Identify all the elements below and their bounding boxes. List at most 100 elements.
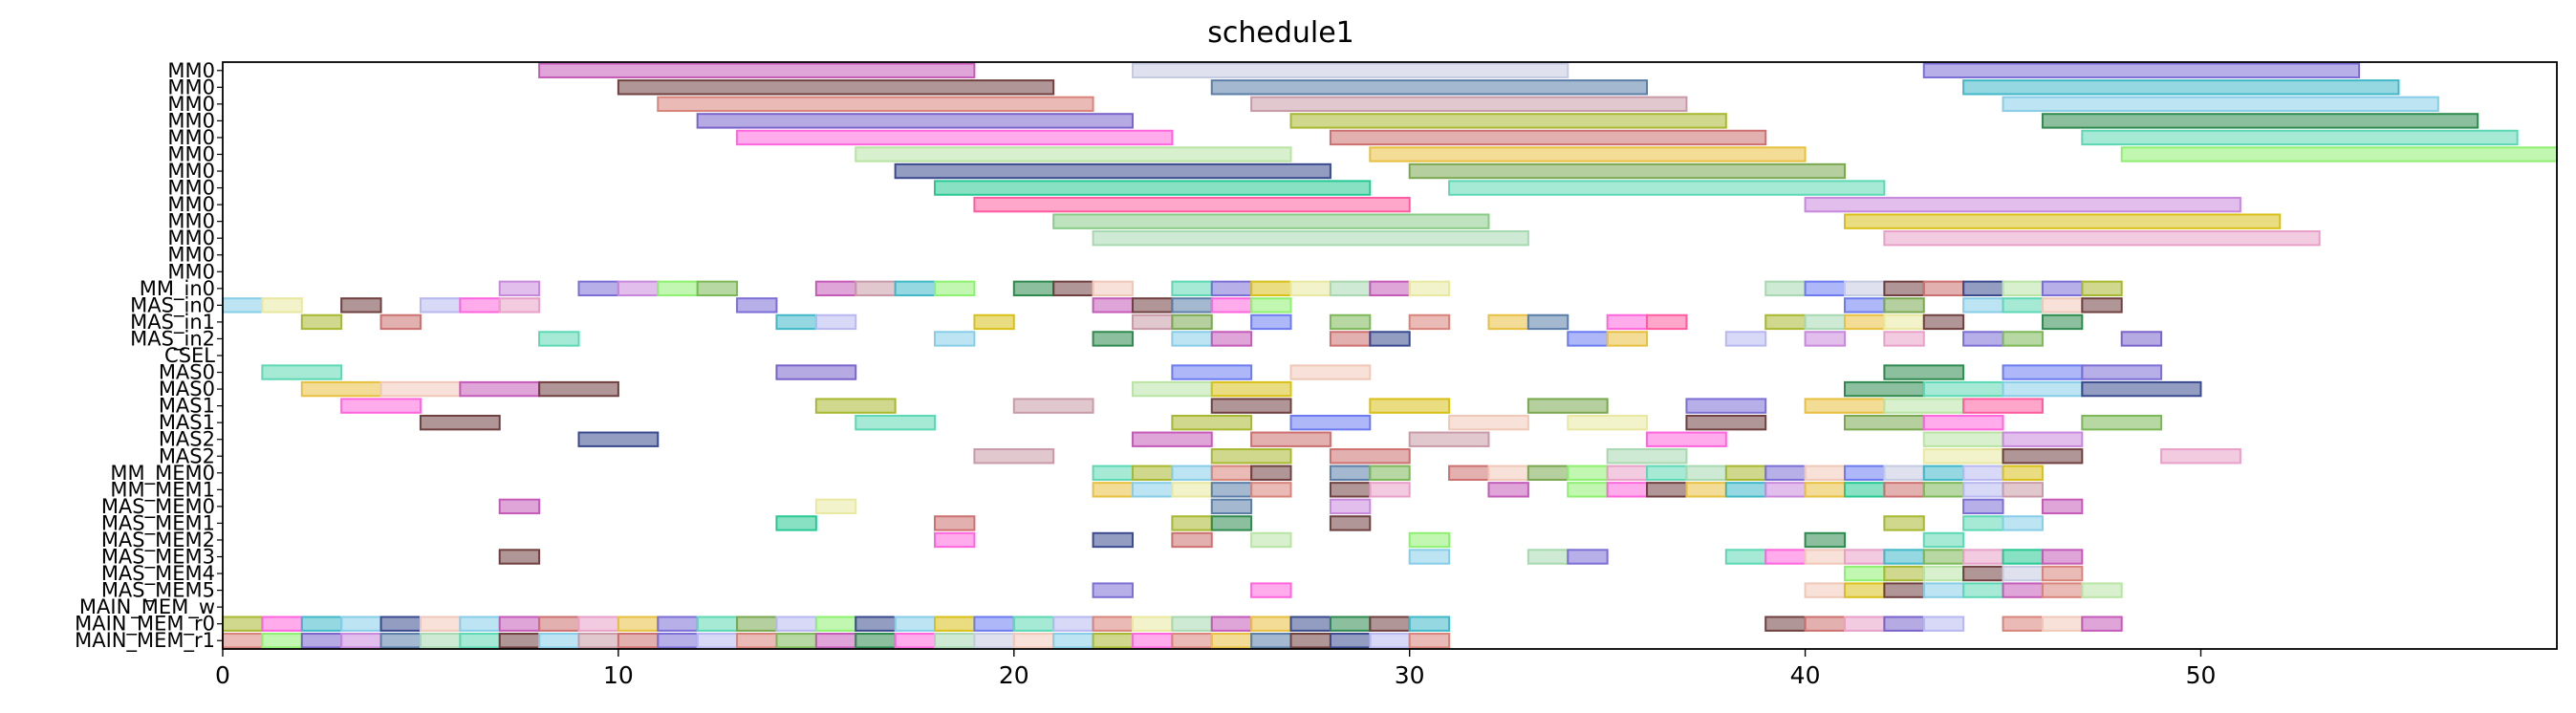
schedule-bar bbox=[261, 297, 303, 313]
schedule-bar bbox=[577, 633, 619, 649]
schedule-bar bbox=[1764, 465, 1807, 481]
schedule-bar bbox=[2081, 414, 2163, 431]
schedule-bar bbox=[261, 616, 303, 632]
schedule-bar bbox=[1962, 515, 2004, 531]
schedule-bar bbox=[1804, 482, 1846, 498]
row-label: MM0 bbox=[167, 109, 215, 132]
schedule-bar bbox=[300, 616, 343, 632]
schedule-bar bbox=[1804, 549, 1846, 565]
schedule-bar bbox=[1567, 465, 1609, 481]
schedule-bar bbox=[1250, 297, 1292, 313]
schedule-bar bbox=[1329, 498, 1372, 515]
schedule-bar bbox=[1883, 515, 1925, 531]
schedule-bar bbox=[1764, 482, 1807, 498]
schedule-bar bbox=[1369, 398, 1451, 414]
row-label: MAS1 bbox=[159, 411, 215, 434]
schedule-bar bbox=[1289, 414, 1372, 431]
schedule-bar bbox=[1092, 280, 1134, 297]
schedule-bar bbox=[1171, 414, 1253, 431]
schedule-bar bbox=[498, 549, 541, 565]
schedule-bar bbox=[1567, 414, 1649, 431]
schedule-bar bbox=[1962, 297, 2004, 313]
schedule-bar bbox=[1843, 380, 1925, 398]
schedule-bar bbox=[934, 531, 976, 549]
schedule-bar bbox=[1289, 616, 1331, 632]
schedule-bar bbox=[657, 616, 699, 632]
schedule-bar bbox=[1052, 213, 1490, 229]
schedule-bar bbox=[340, 616, 382, 632]
schedule-bar bbox=[814, 398, 897, 414]
schedule-bar bbox=[1092, 531, 1134, 549]
schedule-bar bbox=[1606, 482, 1649, 498]
schedule-bar bbox=[1131, 297, 1174, 313]
schedule-bar bbox=[696, 616, 739, 632]
schedule-bar bbox=[973, 313, 1015, 331]
schedule-bar bbox=[1210, 448, 1292, 465]
schedule-bar bbox=[2002, 380, 2084, 398]
schedule-bar bbox=[419, 297, 462, 313]
schedule-bar bbox=[340, 633, 382, 649]
schedule-bar bbox=[855, 633, 897, 649]
schedule-bar bbox=[1606, 448, 1688, 465]
schedule-bar bbox=[1250, 96, 1688, 113]
schedule-bar bbox=[2041, 549, 2084, 565]
schedule-bar bbox=[1052, 280, 1094, 297]
schedule-bar bbox=[1962, 565, 2004, 582]
schedule-bar bbox=[2081, 297, 2123, 313]
schedule-bar bbox=[1804, 313, 1846, 331]
row-label: MAS_in0 bbox=[130, 293, 215, 317]
schedule-bar bbox=[2081, 616, 2123, 632]
schedule-bar bbox=[934, 331, 976, 347]
schedule-bar bbox=[1329, 515, 1372, 531]
schedule-bar bbox=[1329, 331, 1372, 347]
schedule-bar bbox=[1171, 313, 1213, 331]
schedule-bar bbox=[2081, 582, 2123, 598]
schedule-bar bbox=[1092, 633, 1134, 649]
schedule-bar bbox=[2041, 113, 2479, 129]
row-label: MM0 bbox=[167, 210, 215, 233]
schedule-bar bbox=[855, 616, 897, 632]
schedule-bar bbox=[934, 515, 976, 531]
schedule-bar bbox=[1369, 633, 1411, 649]
schedule-bar bbox=[1962, 465, 2004, 481]
schedule-bar bbox=[1883, 297, 1925, 313]
row-label: MAS_in2 bbox=[130, 327, 215, 351]
schedule-bar bbox=[1329, 633, 1372, 649]
schedule-bar bbox=[1883, 364, 1965, 380]
schedule-bar bbox=[1289, 280, 1331, 297]
schedule-bar bbox=[1922, 313, 1965, 331]
schedule-bar bbox=[1606, 465, 1649, 481]
schedule-bar bbox=[1210, 498, 1253, 515]
schedule-bar bbox=[459, 616, 501, 632]
schedule-bar bbox=[419, 633, 462, 649]
schedule-bar bbox=[2041, 616, 2084, 632]
schedule-bar bbox=[1369, 465, 1411, 481]
schedule-bar bbox=[1131, 313, 1174, 331]
row-label: MM0 bbox=[167, 93, 215, 116]
schedule-bar bbox=[2002, 616, 2044, 632]
schedule-bar bbox=[1685, 398, 1767, 414]
schedule-bar bbox=[1171, 280, 1213, 297]
schedule-bar bbox=[657, 96, 1094, 113]
schedule-bar bbox=[2002, 465, 2044, 481]
schedule-bar bbox=[2081, 380, 2202, 398]
schedule-bar bbox=[1922, 280, 1965, 297]
schedule-bar bbox=[1171, 297, 1213, 313]
schedule-bar bbox=[1250, 465, 1292, 481]
x-tick-label: 50 bbox=[2186, 661, 2217, 689]
schedule-bar bbox=[1685, 414, 1767, 431]
schedule-bar bbox=[2002, 482, 2044, 498]
schedule-bar bbox=[1646, 482, 1688, 498]
schedule-bar bbox=[2041, 313, 2084, 331]
schedule-bar bbox=[1408, 616, 1451, 632]
schedule-bar bbox=[1883, 616, 1925, 632]
schedule-bar bbox=[617, 79, 1055, 96]
schedule-bar bbox=[934, 280, 976, 297]
row-label: MAS_in1 bbox=[130, 311, 215, 335]
schedule-bar bbox=[577, 616, 619, 632]
schedule-bar bbox=[1171, 531, 1213, 549]
schedule-bar bbox=[1962, 331, 2004, 347]
schedule-bar bbox=[894, 280, 937, 297]
schedule-bar bbox=[1408, 313, 1451, 331]
